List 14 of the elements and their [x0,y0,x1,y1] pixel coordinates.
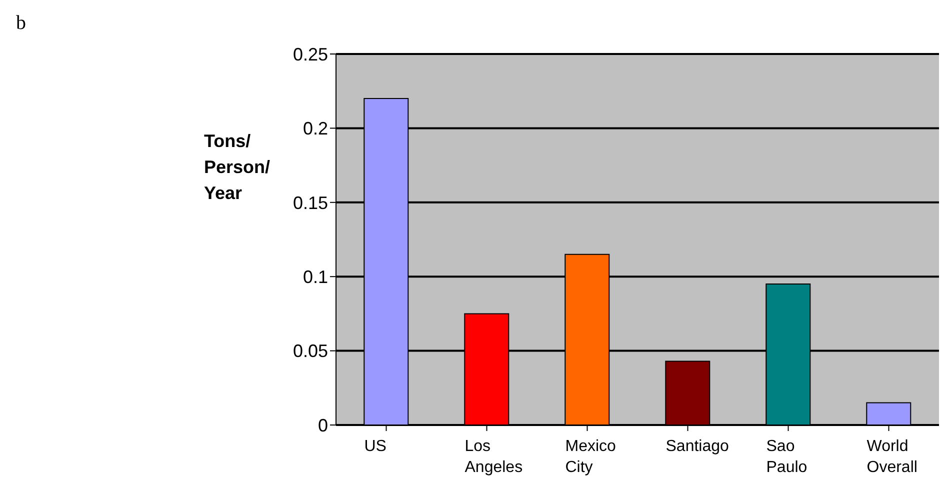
y-tick-label: 0.05 [292,341,328,362]
y-tick-label: 0.1 [302,266,328,287]
x-tick-label: Los Angeles [464,438,523,476]
x-tick-label: Sao Paulo [766,438,808,476]
y-axis-title: Tons/ Person/ Year [204,130,270,205]
y-tick-label: 0.2 [302,118,328,139]
x-tick-label: Santiago [666,438,730,455]
y-tick-label: 0 [318,415,328,436]
x-tick-label: Mexico City [565,438,616,476]
y-tick-label: 0.25 [292,44,328,64]
x-tick-label: US [364,438,386,455]
y-tick-label: 0.15 [292,192,328,213]
x-tick-label: World Overall [866,438,918,476]
text: b [16,12,26,35]
